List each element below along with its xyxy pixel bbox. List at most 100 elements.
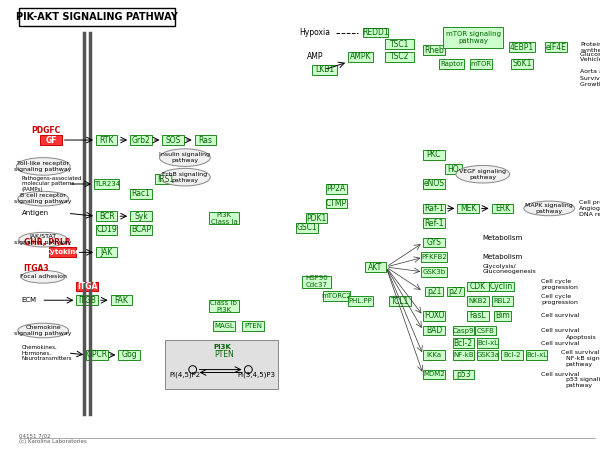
Text: ERK: ERK [495,204,510,213]
Text: BCAP: BCAP [131,225,151,234]
Text: p21: p21 [427,287,441,296]
FancyBboxPatch shape [421,252,446,262]
Text: Pathogens-associated
molecular patterns
(PAMPs): Pathogens-associated molecular patterns … [22,176,82,192]
Text: LKB1: LKB1 [315,65,334,74]
Text: SOS: SOS [166,136,181,145]
Text: Rheb: Rheb [424,46,444,55]
FancyBboxPatch shape [76,295,98,305]
FancyBboxPatch shape [19,8,175,26]
FancyBboxPatch shape [526,350,547,360]
FancyBboxPatch shape [423,218,445,228]
Text: Chemokines,
Hormones,
Neurotransmitters: Chemokines, Hormones, Neurotransmitters [22,345,72,361]
Text: Focal adhesion: Focal adhesion [20,274,67,279]
Text: PDGFC: PDGFC [32,126,61,135]
FancyBboxPatch shape [365,262,386,272]
FancyBboxPatch shape [130,225,152,235]
FancyBboxPatch shape [423,370,445,379]
Text: mTOR signaling
pathway: mTOR signaling pathway [446,31,500,44]
Text: Rac1: Rac1 [131,189,151,198]
Text: FOXO: FOXO [424,311,444,320]
FancyBboxPatch shape [86,350,107,360]
FancyBboxPatch shape [130,211,152,221]
Text: p27: p27 [448,287,463,296]
FancyBboxPatch shape [118,350,140,360]
Text: IKKa: IKKa [427,352,442,358]
FancyBboxPatch shape [511,59,533,69]
Text: RTK: RTK [100,136,114,145]
FancyBboxPatch shape [110,295,132,305]
FancyBboxPatch shape [467,296,488,306]
Text: p53 signaling
pathway: p53 signaling pathway [566,377,600,387]
Text: TSC1: TSC1 [390,40,409,49]
Text: Chemokine
signaling pathway: Chemokine signaling pathway [14,325,72,336]
Text: JAK: JAK [101,248,113,257]
Text: PI3K
Class Ia: PI3K Class Ia [211,211,238,224]
Text: HSP90
Cdc37: HSP90 Cdc37 [305,275,328,288]
Text: CDK: CDK [470,282,486,291]
Text: CD19: CD19 [97,225,117,234]
Text: Cyclin: Cyclin [490,282,513,291]
Text: ITGA3: ITGA3 [23,264,49,273]
Text: Raptor: Raptor [440,61,463,67]
FancyBboxPatch shape [96,211,118,221]
Text: MEK: MEK [460,204,476,213]
Text: BAD: BAD [426,326,442,335]
Text: NF-kB signaling
pathway: NF-kB signaling pathway [566,357,600,367]
Text: HO: HO [448,165,459,174]
Ellipse shape [16,158,70,175]
FancyBboxPatch shape [194,135,216,145]
FancyBboxPatch shape [445,164,462,174]
Text: Bcl-2: Bcl-2 [454,339,473,348]
FancyBboxPatch shape [96,225,118,235]
Text: Antigen: Antigen [22,210,49,216]
Text: AMP: AMP [307,53,323,62]
Text: Class Ib
PI3K: Class Ib PI3K [211,299,238,313]
Text: Bim: Bim [495,311,509,320]
Text: TLR234: TLR234 [94,181,120,187]
Text: mTOR: mTOR [470,61,491,67]
FancyBboxPatch shape [509,42,535,52]
Text: MAPK signaling
pathway: MAPK signaling pathway [526,203,573,214]
Text: Glucose uptake
Vehicle transport: Glucose uptake Vehicle transport [580,52,600,62]
Text: ECM: ECM [22,297,37,303]
FancyBboxPatch shape [166,340,278,389]
Text: Cell cycle
progression: Cell cycle progression [541,294,578,304]
Text: Bcl-xL: Bcl-xL [477,340,498,346]
Ellipse shape [21,270,65,283]
Text: BCR: BCR [99,212,115,221]
Text: MAGL: MAGL [214,323,234,329]
Text: NF-kB: NF-kB [453,352,473,358]
Text: GYS: GYS [427,238,442,247]
Ellipse shape [18,323,68,338]
FancyBboxPatch shape [443,27,503,48]
Text: Grb2: Grb2 [131,136,150,145]
Text: PP2A: PP2A [326,185,346,194]
Text: GSC1: GSC1 [296,224,317,233]
Text: VEGF signaling
pathway: VEGF signaling pathway [459,169,506,180]
Text: 4EBP1: 4EBP1 [510,43,534,52]
FancyBboxPatch shape [163,135,184,145]
FancyBboxPatch shape [452,350,474,360]
FancyBboxPatch shape [439,59,464,69]
FancyBboxPatch shape [470,59,491,69]
FancyBboxPatch shape [545,42,567,52]
FancyBboxPatch shape [209,212,239,224]
Text: Ras: Ras [199,136,212,145]
Text: GHR, PRLR: GHR, PRLR [23,238,70,247]
Text: Protein
synthesis: Protein synthesis [580,42,600,53]
Text: Cell survival: Cell survival [561,351,599,356]
Text: Metabolism: Metabolism [483,254,523,260]
Text: GPCR: GPCR [86,350,107,359]
Ellipse shape [524,201,575,216]
Text: GSK3a: GSK3a [476,352,499,358]
Text: Cell proliferation
Angiogenesis
DNA repair: Cell proliferation Angiogenesis DNA repa… [578,200,600,217]
FancyBboxPatch shape [423,326,445,335]
Text: Cell cycle
progression: Cell cycle progression [541,279,578,290]
Text: MDM2: MDM2 [423,371,445,378]
Text: Raf-1: Raf-1 [424,204,444,213]
Text: AMPK: AMPK [350,53,371,62]
Text: FAK: FAK [115,296,128,305]
Text: NKB2: NKB2 [469,298,487,304]
Text: PKC: PKC [427,150,441,159]
FancyBboxPatch shape [385,52,415,62]
